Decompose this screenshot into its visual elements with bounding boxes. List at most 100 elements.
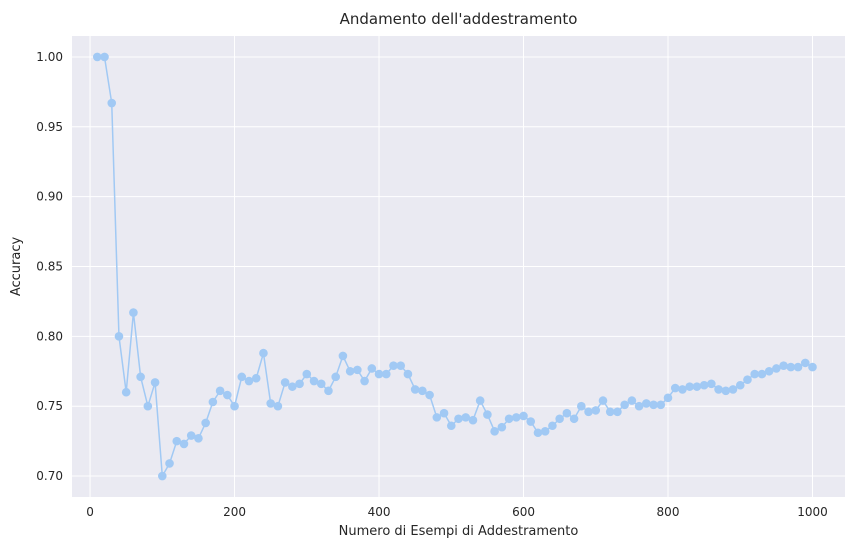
data-point [685, 382, 694, 391]
data-point [497, 422, 507, 432]
data-point [743, 375, 752, 384]
data-point [179, 439, 189, 449]
data-point [569, 414, 579, 424]
data-point [446, 421, 456, 431]
data-point [584, 407, 593, 417]
data-point [663, 393, 673, 403]
data-point [757, 369, 767, 379]
data-point [598, 396, 608, 405]
data-point [92, 52, 102, 62]
y-tick-label: 0.85 [36, 260, 63, 274]
data-point [555, 414, 564, 424]
data-point [678, 385, 687, 394]
y-axis-ticks: 0.70 0.75 0.80 0.85 0.90 0.95 1.00 [36, 50, 63, 483]
data-point [620, 400, 629, 410]
data-point [389, 361, 398, 370]
data-point [764, 366, 774, 376]
data-point [251, 373, 261, 383]
data-point [772, 364, 781, 373]
data-point [215, 386, 225, 396]
data-point [656, 400, 666, 410]
x-tick-label: 400 [368, 505, 391, 519]
x-tick-label: 200 [223, 505, 246, 519]
data-point [107, 98, 117, 108]
y-tick-label: 0.70 [36, 469, 63, 483]
data-point [548, 421, 557, 431]
data-point [779, 361, 788, 370]
x-axis-label: Numero di Esempi di Addestramento [339, 524, 579, 539]
data-point [540, 427, 550, 436]
data-point [526, 417, 536, 426]
x-axis-ticks: 0 200 400 600 800 1000 [86, 505, 828, 519]
data-point [367, 364, 377, 373]
data-point [649, 400, 658, 410]
data-point [316, 379, 326, 389]
data-point [100, 52, 109, 62]
data-point [750, 369, 759, 379]
data-point [454, 414, 463, 424]
data-point [483, 410, 492, 419]
data-point [186, 431, 196, 440]
data-point [432, 413, 442, 422]
data-point [208, 397, 218, 407]
data-point [381, 369, 391, 379]
data-point [266, 399, 275, 408]
data-point [613, 407, 622, 417]
data-point [338, 351, 348, 361]
y-tick-label: 1.00 [36, 50, 63, 64]
data-point [591, 406, 601, 415]
y-tick-label: 0.95 [36, 120, 63, 134]
data-point [345, 366, 355, 376]
data-point [627, 396, 637, 405]
data-point [121, 387, 131, 397]
data-point [230, 401, 239, 411]
data-point [360, 376, 369, 386]
data-point [786, 362, 796, 372]
data-point [273, 401, 283, 411]
series-markers [92, 52, 817, 481]
data-point [793, 362, 803, 372]
data-point [194, 434, 203, 443]
data-point [237, 372, 247, 382]
data-point [288, 382, 297, 391]
data-point [808, 362, 817, 372]
data-point [692, 382, 702, 391]
data-point [143, 401, 153, 411]
y-tick-label: 0.90 [36, 190, 63, 204]
data-point [800, 358, 810, 368]
x-tick-label: 0 [86, 505, 94, 519]
data-point [605, 407, 615, 417]
x-tick-label: 600 [512, 505, 535, 519]
data-point [129, 308, 138, 317]
data-point [714, 385, 723, 394]
data-point [114, 332, 124, 341]
chart-title: Andamento dell'addestramento [340, 10, 578, 28]
grid [72, 36, 845, 497]
data-point [461, 413, 471, 422]
data-point [172, 436, 182, 446]
data-point [735, 380, 745, 390]
data-point [721, 386, 731, 396]
data-point [504, 414, 514, 424]
data-point [418, 386, 427, 396]
data-point [158, 471, 167, 481]
data-point [374, 369, 384, 379]
y-axis-label: Accuracy [9, 237, 24, 297]
data-point [165, 459, 174, 468]
data-point [642, 399, 651, 408]
data-point [670, 383, 680, 393]
data-point [533, 428, 543, 438]
data-point [295, 379, 304, 389]
data-point [728, 385, 738, 394]
data-point [707, 379, 716, 389]
data-point [490, 427, 499, 436]
data-point [439, 408, 449, 418]
data-point [634, 401, 644, 411]
y-tick-label: 0.80 [36, 329, 63, 343]
data-point [562, 408, 572, 418]
data-point [331, 372, 340, 382]
data-point [511, 413, 521, 422]
data-point [150, 378, 160, 387]
